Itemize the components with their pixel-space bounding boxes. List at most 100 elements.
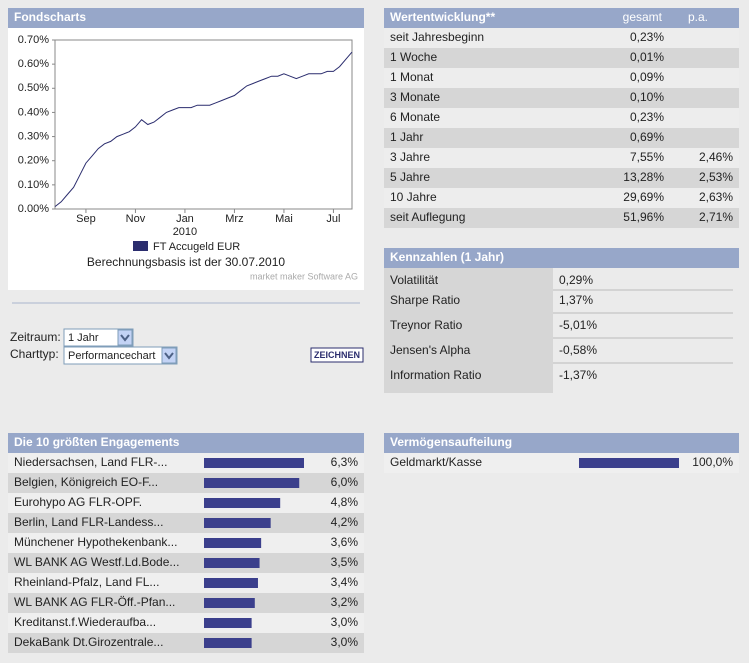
cell-value: 13,28% <box>623 170 664 184</box>
row-label: 1 Woche <box>390 50 437 64</box>
row-label: seit Jahresbeginn <box>390 30 484 44</box>
select-box[interactable] <box>63 328 134 347</box>
y-tick-label: 0.00% <box>18 203 49 215</box>
table-row <box>8 593 364 613</box>
row-label: WL BANK AG Westf.Ld.Bode... <box>14 555 179 569</box>
table-row <box>8 633 364 653</box>
line-series <box>54 51 353 207</box>
table-row <box>384 188 739 208</box>
table-row <box>8 613 364 633</box>
row-label: Geldmarkt/Kasse <box>390 455 482 469</box>
bar <box>204 578 258 588</box>
value-label: 3,2% <box>331 595 359 609</box>
legend-label: FT Accugeld EUR <box>153 241 240 253</box>
chart-note: Berechnungsbasis ist der 30.07.2010 <box>87 255 285 269</box>
row-label: Münchener Hypothekenbank... <box>14 535 177 549</box>
row-label: 10 Jahre <box>390 190 437 204</box>
cell-value: 2,71% <box>699 210 733 224</box>
row-label: seit Auflegung <box>390 210 465 224</box>
x-tick-label: Mai <box>275 213 293 225</box>
y-tick-label: 0.10% <box>18 179 49 191</box>
select-value[interactable]: 1 Jahr <box>68 332 99 344</box>
bar <box>204 558 260 568</box>
value-label: 6,3% <box>331 455 359 469</box>
row-label: Volatilität <box>390 273 439 287</box>
label-column <box>384 268 553 393</box>
cell-value: -0,58% <box>559 343 597 357</box>
cell-value: 2,46% <box>699 150 733 164</box>
bar <box>204 538 262 548</box>
cell-value: 1,37% <box>559 293 593 307</box>
select-box[interactable] <box>63 346 178 365</box>
field-label: Charttyp: <box>10 347 59 361</box>
field-label: Zeitraum: <box>10 330 61 344</box>
row-label: Jensen's Alpha <box>390 343 471 357</box>
y-tick-label: 0.70% <box>18 34 49 46</box>
cell-value: 7,55% <box>630 150 664 164</box>
arrow-icon <box>164 352 174 360</box>
button-label[interactable]: ZEICHNEN <box>314 350 360 360</box>
value-label: 4,2% <box>331 515 359 529</box>
value-label: 6,0% <box>331 475 359 489</box>
row-label: Rheinland-Pfalz, Land FL... <box>14 575 159 589</box>
table-row <box>384 208 739 228</box>
bar <box>204 458 304 468</box>
table-row <box>384 168 739 188</box>
table-row <box>384 148 739 168</box>
x-year-label: 2010 <box>173 226 197 238</box>
bar <box>204 638 252 648</box>
value-label: 3,0% <box>331 615 359 629</box>
x-tick-label: Jan <box>176 213 194 225</box>
row-label: WL BANK AG FLR-Öff.-Pfan... <box>14 595 175 609</box>
panel-header <box>384 433 739 453</box>
cell-value: 51,96% <box>623 210 664 224</box>
row-label: Berlin, Land FLR-Landess... <box>14 515 163 529</box>
cell-value: 2,53% <box>699 170 733 184</box>
y-tick-label: 0.20% <box>18 155 49 167</box>
y-tick-label: 0.30% <box>18 130 49 142</box>
y-tick-label: 0.50% <box>18 82 49 94</box>
panel-title: Kennzahlen (1 Jahr) <box>390 250 504 264</box>
select-value[interactable]: Performancechart <box>68 350 155 362</box>
cell-value: 0,29% <box>559 273 593 287</box>
cell-value: 0,10% <box>630 90 664 104</box>
panel-header <box>384 248 739 268</box>
row-label: Information Ratio <box>390 368 482 382</box>
y-tick-label: 0.40% <box>18 106 49 118</box>
table-row <box>384 48 739 68</box>
bar <box>204 598 255 608</box>
plot-area <box>54 39 353 210</box>
value-label: 4,8% <box>331 495 359 509</box>
cell-value: -5,01% <box>559 318 597 332</box>
row-label: Belgien, Königreich EO-F... <box>14 475 158 489</box>
panel-title: Vermögensaufteilung <box>390 435 512 449</box>
table-row <box>8 533 364 553</box>
row-label: 6 Monate <box>390 110 440 124</box>
x-tick-label: Mrz <box>225 213 243 225</box>
value-label: 3,4% <box>331 575 359 589</box>
chart-source: market maker Software AG <box>250 271 358 281</box>
cell-value: 2,63% <box>699 190 733 204</box>
bar <box>204 478 300 488</box>
bar <box>204 518 271 528</box>
row-label: 1 Jahr <box>390 130 423 144</box>
table-row <box>384 128 739 148</box>
legend-swatch <box>133 241 148 251</box>
column-header: p.a. <box>688 10 708 24</box>
cell-value: 0,01% <box>630 50 664 64</box>
value-label: 3,0% <box>331 635 359 649</box>
x-tick-label: Sep <box>76 213 96 225</box>
row-label: 3 Jahre <box>390 150 430 164</box>
cell-value: -1,37% <box>559 368 597 382</box>
cell-value: 0,09% <box>630 70 664 84</box>
row-label: Niedersachsen, Land FLR-... <box>14 455 167 469</box>
panel-header <box>384 8 739 28</box>
select-arrow[interactable] <box>117 329 133 346</box>
panel-title: Die 10 größten Engagements <box>14 435 180 449</box>
select-arrow[interactable] <box>161 347 177 364</box>
arrow-icon <box>120 334 130 342</box>
cell-value: 0,69% <box>630 130 664 144</box>
row-label: 1 Monat <box>390 70 434 84</box>
bar <box>579 458 679 468</box>
button[interactable] <box>310 347 364 363</box>
